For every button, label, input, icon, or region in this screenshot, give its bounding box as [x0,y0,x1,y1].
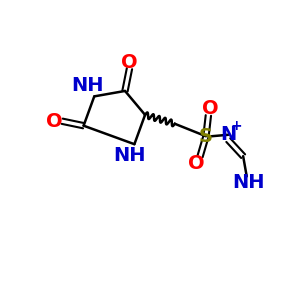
Text: +: + [231,119,242,134]
Text: NH: NH [71,76,104,95]
Text: O: O [202,98,218,118]
Text: O: O [188,154,205,173]
Text: NH: NH [232,173,265,192]
Text: O: O [46,112,62,131]
Text: N: N [220,125,236,144]
Text: S: S [199,127,213,146]
Text: NH: NH [114,146,146,165]
Text: O: O [121,52,138,72]
